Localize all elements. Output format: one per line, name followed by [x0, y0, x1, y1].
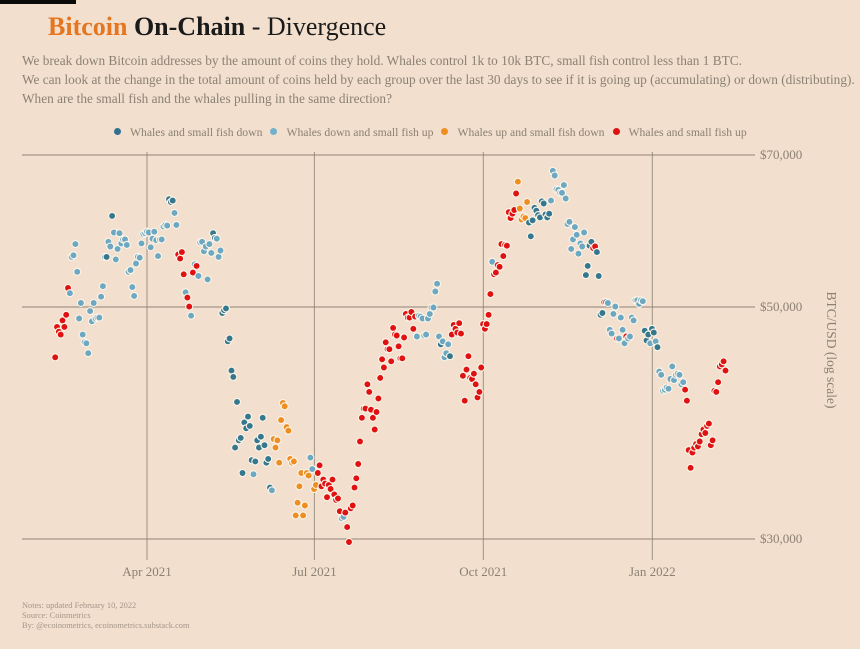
svg-text:Jan 2022: Jan 2022: [629, 564, 676, 579]
svg-text:Jul 2021: Jul 2021: [292, 564, 336, 579]
svg-text:$30,000: $30,000: [760, 531, 802, 546]
svg-text:Apr 2021: Apr 2021: [122, 564, 171, 579]
svg-text:$70,000: $70,000: [760, 147, 802, 162]
svg-text:BTC/USD (log scale): BTC/USD (log scale): [824, 292, 839, 409]
svg-text:$50,000: $50,000: [760, 299, 802, 314]
svg-text:Oct 2021: Oct 2021: [459, 564, 507, 579]
